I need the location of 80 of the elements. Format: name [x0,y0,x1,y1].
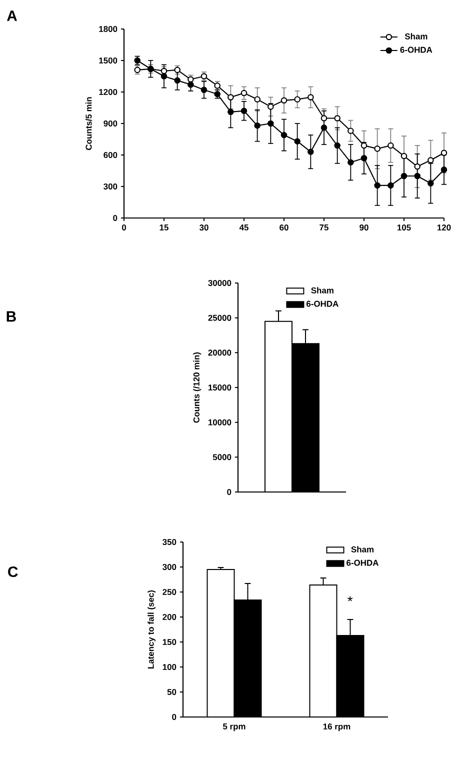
point [348,128,354,134]
y-tick-label: 300 [162,564,176,570]
point [374,146,380,152]
x-tick-label: 16 rpm [323,724,350,732]
point [388,142,394,149]
x-tick-label: 60 [280,224,288,231]
legend-label: 6-OHDA [346,560,378,566]
point [188,76,194,83]
text: B [6,311,16,322]
y-tick-label: 50 [167,689,176,695]
y-tick-label: 100 [162,664,176,670]
y-tick-label: 15000 [208,384,232,390]
point [268,120,274,127]
x-tick-label: 15 [160,224,168,230]
y-tick-label: 900 [104,120,118,126]
point [174,77,180,84]
point [400,172,408,180]
y-axis-title: Counts (/120 min) [193,352,202,423]
y-tick-label: 350 [162,539,176,546]
point [280,97,288,104]
y-tick-label: 10000 [208,419,232,426]
legend-label: 6-OHDA [400,46,432,53]
annotation: * [348,596,353,602]
point [388,182,394,189]
point [334,115,340,122]
y-tick-label: 300 [104,183,118,190]
point [348,159,354,166]
legend-label: Sham [311,287,334,294]
point [308,94,314,100]
y-tick-label: 0 [113,215,118,221]
y-tick-label: 1200 [99,89,118,95]
point [294,96,300,102]
point [134,66,140,74]
point [280,132,288,138]
point [254,96,260,102]
y-tick-label: 1500 [99,58,118,64]
point [400,152,408,160]
x-tick-label: 5 rpm [222,724,246,732]
y-tick-label: 20000 [208,350,232,356]
x-tick-label: 105 [397,224,411,231]
point [320,124,328,131]
point [334,142,340,149]
point [160,68,168,74]
legend-label: Sham [351,546,374,552]
point [228,94,234,100]
point [414,172,420,180]
y-tick-label: 0 [227,489,232,495]
point [200,86,208,94]
point [240,90,248,96]
point [200,73,208,80]
point [188,82,194,88]
x-tick-label: 0 [122,224,126,231]
y-tick-label: 30000 [208,280,232,286]
x-tick-label: 45 [239,224,248,230]
point [240,108,248,114]
y-tick-label: 200 [162,614,176,620]
x-tick-label: 30 [199,224,208,231]
x-tick-label: 90 [360,224,368,231]
x-tick-label: 120 [437,224,451,231]
text: A [6,10,17,21]
y-tick-label: 5000 [212,454,232,460]
legend-label: 6-OHDA [306,300,338,307]
point [374,182,380,189]
y-axis-title: Latency to fall (sec) [148,590,156,668]
legend-label: Sham [404,33,428,40]
y-tick-label: 0 [172,714,176,720]
y-axis-title: Counts/5 min [85,97,92,150]
y-tick-label: 150 [162,639,176,645]
point [320,115,328,122]
point [308,148,314,155]
point [294,138,300,144]
point [414,163,420,170]
y-tick-label: 25000 [208,314,232,321]
y-tick-label: 250 [162,589,176,595]
y-tick-label: 600 [104,152,118,158]
point [160,73,168,80]
x-tick-label: 75 [320,224,328,230]
y-tick-label: 1800 [99,26,118,32]
point [254,122,260,129]
text: C [8,566,18,578]
